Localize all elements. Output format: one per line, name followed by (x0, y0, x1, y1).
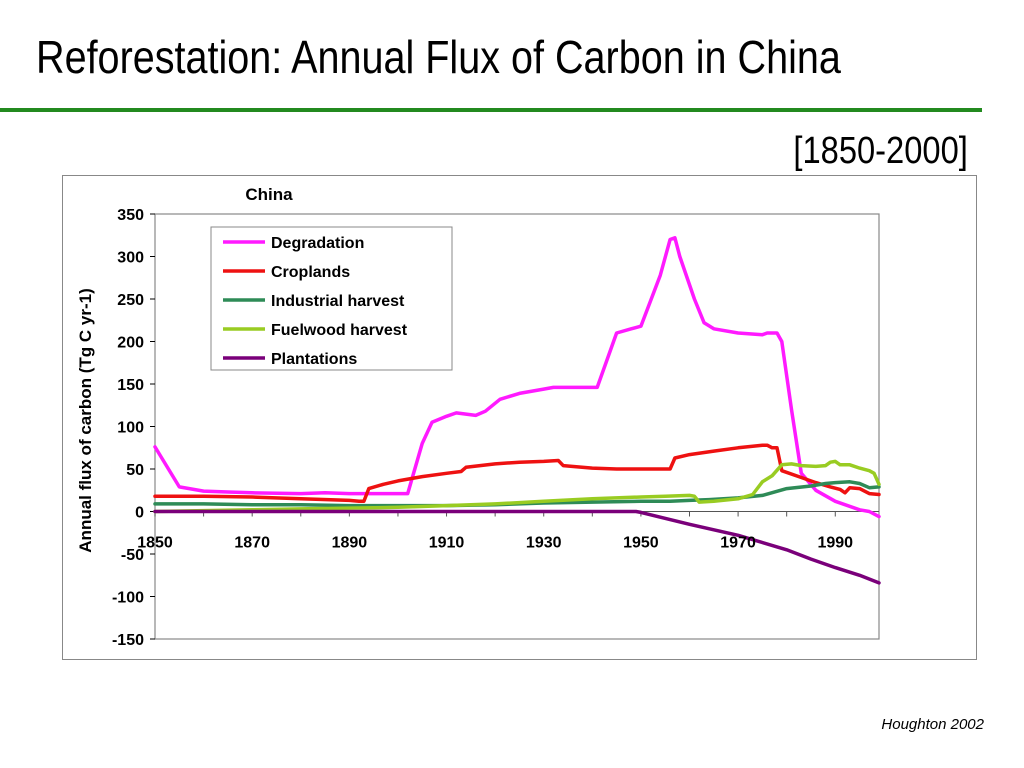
x-tick-label: 1910 (429, 535, 465, 552)
chart-frame: China 350 300 250 200 150 100 50 0 -50 -100 -150 Ann… (62, 175, 977, 660)
y-tick-label: 0 (135, 505, 144, 522)
x-tick-label: 1970 (720, 535, 756, 552)
source-credit: Houghton 2002 (881, 716, 984, 733)
series-line-fuelwood-harvest (153, 459, 881, 514)
y-tick-label: -100 (112, 590, 144, 607)
legend-label: Industrial harvest (271, 293, 405, 310)
y-tick-label: 250 (117, 292, 144, 309)
y-tick-label: 200 (117, 335, 144, 352)
series-line-industrial-harvest (153, 480, 881, 508)
chart-title: China (245, 185, 293, 204)
line-chart: China 350 300 250 200 150 100 50 0 -50 -100 -150 Ann… (76, 185, 881, 649)
y-tick-label: 350 (117, 207, 144, 224)
legend-label: Croplands (271, 264, 350, 281)
x-tick-label: 1950 (623, 535, 659, 552)
y-axis-label: Annual flux of carbon (Tg C yr-1) (76, 288, 95, 552)
x-tick-label: 1870 (234, 535, 270, 552)
y-tick-label: -150 (112, 632, 144, 649)
title-divider (0, 108, 982, 112)
x-tick-label: 1890 (332, 535, 368, 552)
slide-title: Reforestation: Annual Flux of Carbon in … (36, 31, 841, 83)
x-tick-label: 1930 (526, 535, 562, 552)
series-line-croplands (153, 443, 881, 504)
legend-label: Plantations (271, 351, 357, 368)
y-tick-label: 100 (117, 420, 144, 437)
x-tick-label: 1850 (137, 535, 173, 552)
y-tick-label: 150 (117, 377, 144, 394)
y-tick-label: 300 (117, 250, 144, 267)
x-tick-label: 1990 (817, 535, 853, 552)
series-line-plantations (153, 509, 881, 585)
y-tick-label: 50 (126, 462, 144, 479)
y-tick-label: -50 (121, 547, 144, 564)
legend-label: Fuelwood harvest (271, 322, 408, 339)
series-line-degradation (153, 236, 881, 519)
date-range: [1850-2000] (793, 130, 968, 172)
legend-label: Degradation (271, 235, 364, 252)
